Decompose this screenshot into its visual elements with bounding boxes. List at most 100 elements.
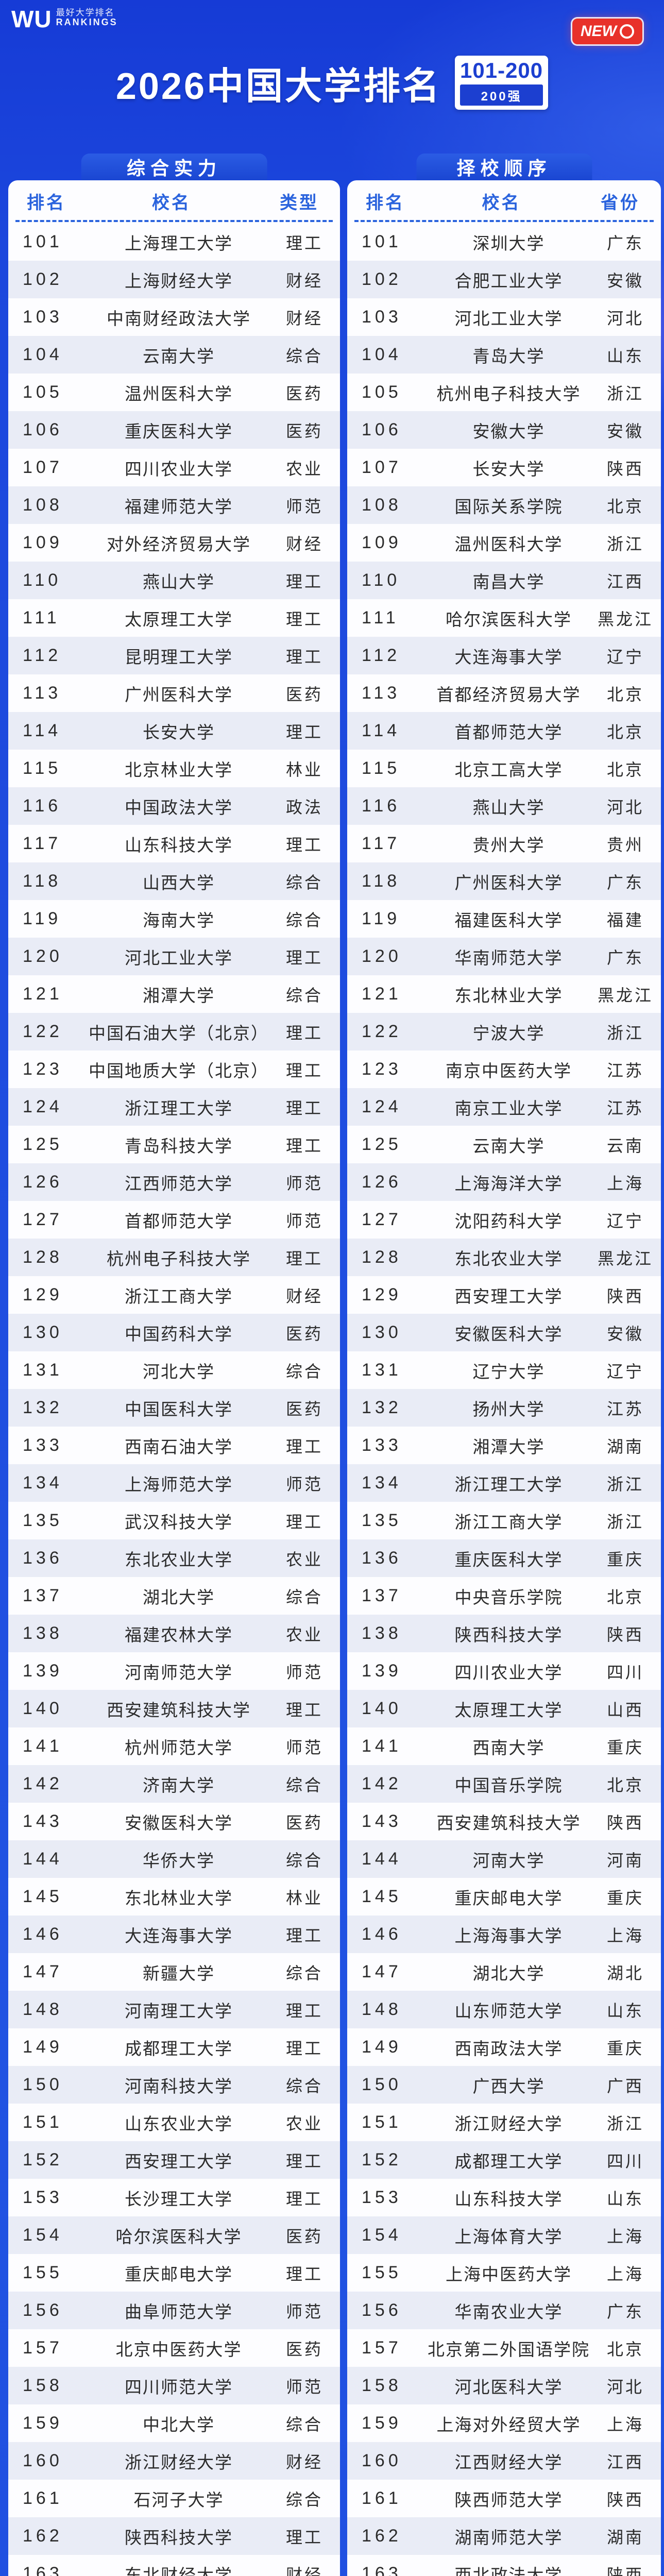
school-name-cell: 山东科技大学 (454, 2189, 563, 2209)
panel-school-choice-order: 择校顺序 排名 校名 省份 101 深圳大学 广东 102 合肥工业大学 安徽 103 河北工… (347, 154, 661, 2576)
rank-cell: 117 (23, 834, 62, 853)
province-cell: 河北 (606, 309, 644, 328)
table-row: 120 河北工业大学 理工 (8, 938, 340, 975)
school-name-cell: 浙江工商大学 (125, 1286, 233, 1306)
province-cell: 安徽 (606, 421, 644, 440)
table-row: 152 成都理工大学 四川 (347, 2141, 661, 2179)
type-cell: 综合 (285, 2076, 323, 2095)
school-name-cell: 东北农业大学 (454, 1249, 563, 1268)
rank-cell: 154 (23, 2225, 63, 2245)
type-cell: 理工 (285, 647, 323, 666)
table-row: 158 四川师范大学 师范 (8, 2367, 340, 2404)
table-row: 112 昆明理工大学 理工 (8, 637, 340, 674)
table-row: 160 浙江财经大学 财经 (8, 2442, 340, 2480)
table-row: 125 青岛科技大学 理工 (8, 1126, 340, 1163)
type-cell: 理工 (285, 2151, 323, 2171)
type-cell: 师范 (285, 2377, 323, 2396)
type-cell: 师范 (285, 497, 323, 516)
school-name-cell: 深圳大学 (472, 233, 545, 253)
school-name-cell: 上海海洋大学 (454, 1174, 563, 1193)
rank-cell: 122 (362, 1022, 402, 1041)
province-cell: 北京 (606, 760, 644, 779)
school-name-cell: 西安理工大学 (125, 2151, 233, 2171)
tab-comprehensive-strength[interactable]: 综合实力 (81, 154, 267, 180)
type-cell: 理工 (285, 835, 323, 854)
rank-cell: 101 (23, 232, 63, 251)
province-cell: 陕西 (606, 1286, 644, 1306)
type-cell: 师范 (285, 1475, 323, 1494)
school-name-cell: 重庆邮电大学 (125, 2264, 233, 2284)
type-cell: 财经 (285, 271, 323, 290)
page-header: WU 最好大学排名 RANKINGS NEW 2026中国大学排名 101-20… (0, 0, 664, 150)
table-row: 115 北京林业大学 林业 (8, 750, 340, 787)
table-row: 112 大连海事大学 辽宁 (347, 637, 661, 674)
type-cell: 理工 (285, 1926, 323, 1945)
type-cell: 理工 (285, 2264, 323, 2283)
table-row: 117 贵州大学 贵州 (347, 825, 661, 862)
type-cell: 林业 (285, 760, 323, 779)
province-cell: 浙江 (606, 2114, 644, 2133)
rank-cell: 102 (23, 269, 63, 289)
table-row: 132 扬州大学 江苏 (347, 1389, 661, 1427)
school-name-cell: 江西财经大学 (454, 2452, 563, 2472)
school-name-cell: 东北财经大学 (125, 2565, 233, 2576)
column-header-school: 校名 (152, 193, 191, 213)
table-row: 128 杭州电子科技大学 理工 (8, 1239, 340, 1276)
school-name-cell: 河南理工大学 (125, 2001, 233, 2021)
table-row: 142 济南大学 综合 (8, 1765, 340, 1803)
rank-cell: 111 (362, 608, 399, 628)
table-row: 138 福建农林大学 农业 (8, 1615, 340, 1652)
logo-tagline-cn: 最好大学排名 (56, 8, 115, 18)
type-cell: 理工 (285, 2001, 323, 2020)
table-row: 129 浙江工商大学 财经 (8, 1276, 340, 1314)
school-name-cell: 宁波大学 (472, 1023, 545, 1043)
school-name-cell: 重庆邮电大学 (454, 1888, 563, 1908)
table-row: 108 福建师范大学 师范 (8, 486, 340, 524)
type-cell: 综合 (285, 2415, 323, 2434)
table-row: 115 北京工高大学 北京 (347, 750, 661, 787)
school-name-cell: 浙江理工大学 (454, 1475, 563, 1494)
province-cell: 上海 (606, 1926, 644, 1945)
rank-cell: 108 (362, 495, 402, 515)
table-row: 103 河北工业大学 河北 (347, 298, 661, 336)
school-name-cell: 西南石油大学 (125, 1437, 233, 1456)
table-row: 143 安徽医科大学 医药 (8, 1803, 340, 1840)
panel-comprehensive-strength: 综合实力 排名 校名 类型 101 上海理工大学 理工 102 上海财经大学 财经 103 中… (8, 154, 340, 2576)
table-row: 141 西南大学 重庆 (347, 1727, 661, 1765)
school-name-cell: 湘潭大学 (143, 986, 215, 1005)
column-header-rank: 排名 (27, 193, 66, 213)
table-row: 156 曲阜师范大学 师范 (8, 2292, 340, 2329)
rank-cell: 138 (362, 1623, 402, 1643)
rank-cell: 112 (362, 646, 401, 665)
school-name-cell: 石河子大学 (133, 2490, 224, 2510)
rank-cell: 144 (362, 1849, 402, 1869)
tab-school-choice-order[interactable]: 择校顺序 (416, 154, 592, 180)
table-row: 157 北京第二外国语学院 北京 (347, 2329, 661, 2367)
school-name-cell: 广州医科大学 (125, 685, 233, 704)
type-cell: 医药 (285, 2340, 323, 2359)
school-name-cell: 西安建筑科技大学 (107, 1700, 251, 1720)
rank-cell: 149 (362, 2037, 402, 2057)
rank-cell: 141 (23, 1736, 63, 1756)
rank-cell: 116 (362, 796, 401, 816)
school-name-cell: 东北农业大学 (125, 1550, 233, 1569)
table-row: 161 石河子大学 综合 (8, 2480, 340, 2517)
table-row: 114 首都师范大学 北京 (347, 712, 661, 750)
rank-cell: 121 (23, 984, 63, 1004)
table-row: 151 浙江财经大学 浙江 (347, 2104, 661, 2141)
rank-cell: 149 (23, 2037, 63, 2057)
rank-cell: 143 (362, 1811, 402, 1831)
school-name-cell: 陕西师范大学 (454, 2490, 563, 2510)
rank-cell: 158 (362, 2376, 402, 2395)
rank-cell: 127 (23, 1210, 63, 1229)
province-cell: 辽宁 (606, 647, 644, 666)
rank-cell: 161 (362, 2488, 402, 2508)
rank-cell: 130 (23, 1323, 63, 1342)
ranking-panels: 综合实力 排名 校名 类型 101 上海理工大学 理工 102 上海财经大学 财经 103 中… (8, 150, 661, 2576)
rank-cell: 148 (362, 1999, 402, 2019)
province-cell: 重庆 (606, 1550, 644, 1569)
school-name-cell: 陕西科技大学 (125, 2528, 233, 2547)
rank-cell: 131 (23, 1360, 63, 1380)
table-row: 118 广州医科大学 广东 (347, 862, 661, 900)
new-badge-ring-icon (620, 24, 634, 39)
